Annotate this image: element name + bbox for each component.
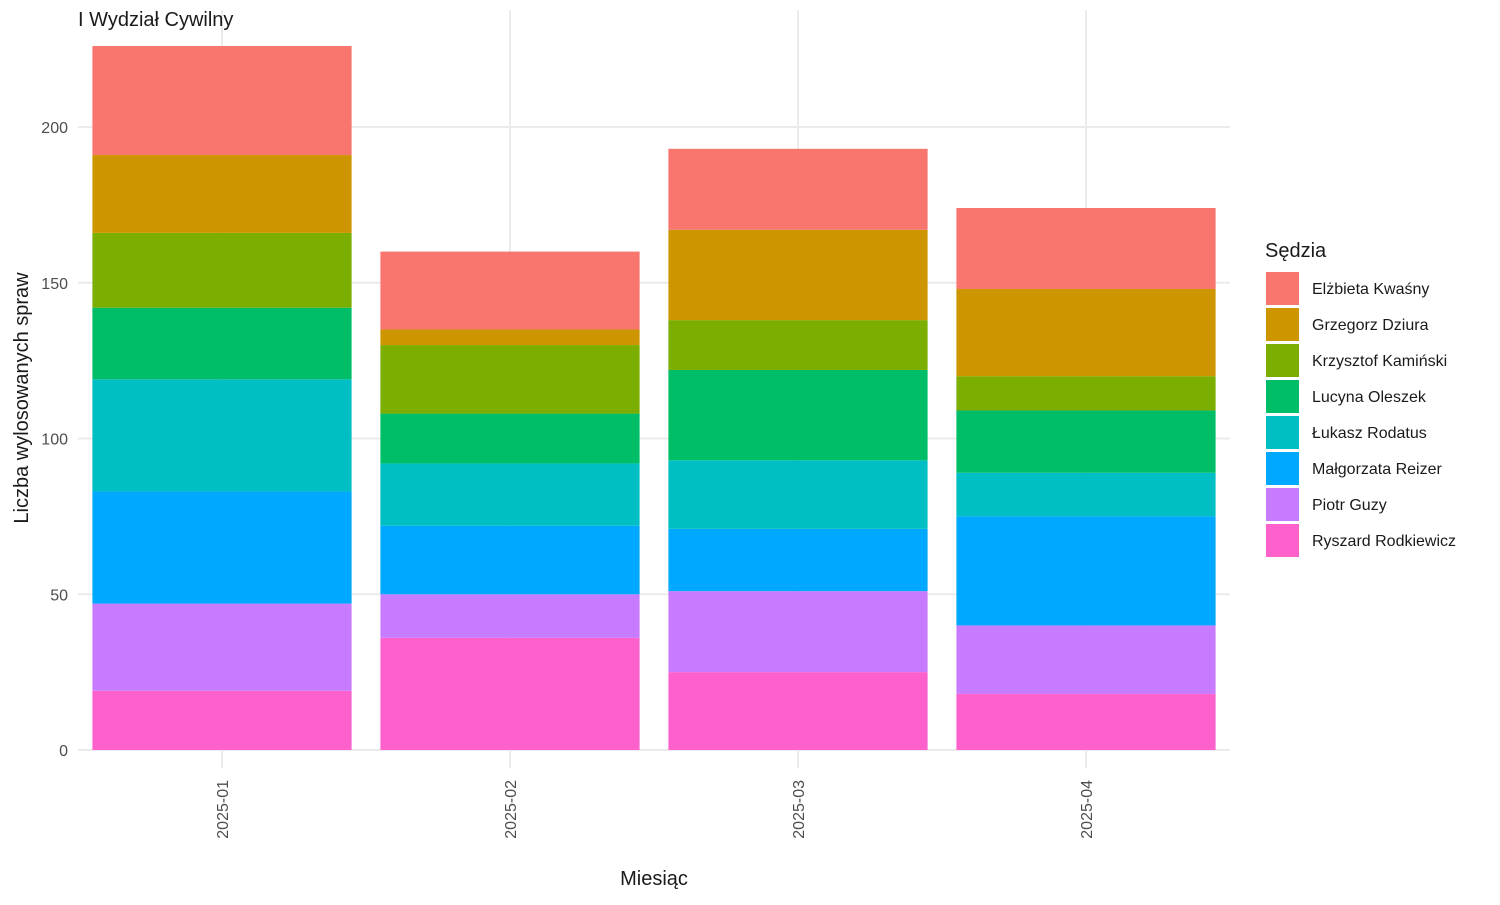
- x-tick-label: 2025-02: [503, 780, 520, 839]
- bar-segment: [380, 329, 640, 346]
- legend-label: Krzysztof Kamiński: [1312, 353, 1447, 370]
- legend-swatch: [1266, 272, 1299, 305]
- x-tick-label: 2025-03: [791, 780, 808, 839]
- legend-label: Piotr Guzy: [1312, 497, 1387, 514]
- bar-segment: [956, 693, 1216, 750]
- bar-segment: [668, 369, 928, 461]
- bar-segment: [668, 460, 928, 529]
- bar-segment: [668, 672, 928, 750]
- legend-label: Łukasz Rodatus: [1312, 425, 1427, 442]
- bar-segment: [668, 528, 928, 592]
- legend-label: Elżbieta Kwaśny: [1312, 281, 1429, 298]
- bar-segment: [380, 413, 640, 464]
- x-axis: 2025-01 2025-02 2025-03 2025-04: [215, 780, 1096, 839]
- legend-swatch: [1266, 308, 1299, 341]
- y-tick-label: 200: [41, 120, 68, 137]
- bar-segment: [956, 516, 1216, 626]
- bar-segment: [956, 625, 1216, 694]
- legend-swatch: [1266, 452, 1299, 485]
- bar-segment: [956, 376, 1216, 411]
- legend-swatch: [1266, 524, 1299, 557]
- x-axis-title: Miesiąc: [620, 868, 688, 890]
- bar-segment: [92, 603, 352, 691]
- bar-segment: [92, 491, 352, 604]
- y-axis-title: Liczba wylosowanych spraw: [11, 272, 33, 524]
- legend-swatch: [1266, 488, 1299, 521]
- legend-label: Grzegorz Dziura: [1312, 317, 1429, 334]
- y-axis: 0 50 100 150 200: [41, 120, 68, 760]
- bar-segment: [380, 637, 640, 750]
- bar-segment: [92, 232, 352, 308]
- y-tick-label: 100: [41, 432, 68, 449]
- legend-swatch: [1266, 380, 1299, 413]
- bar-segment: [380, 525, 640, 595]
- legend-swatch: [1266, 416, 1299, 449]
- legend-swatch: [1266, 344, 1299, 377]
- bar-segment: [92, 307, 352, 380]
- bars: [92, 46, 1216, 750]
- bar-segment: [92, 46, 352, 156]
- y-tick-label: 0: [59, 743, 68, 760]
- legend-label: Ryszard Rodkiewicz: [1312, 533, 1456, 550]
- legend: Sędzia Elżbieta Kwaśny Grzegorz Dziura Krz…: [1265, 240, 1456, 557]
- bar-segment: [668, 320, 928, 370]
- bar-segment: [668, 229, 928, 321]
- bar-segment: [92, 690, 352, 750]
- bar-segment: [956, 207, 1216, 289]
- bar-segment: [668, 591, 928, 673]
- legend-title: Sędzia: [1265, 240, 1327, 262]
- bar-segment: [956, 288, 1216, 377]
- legend-label: Małgorzata Reizer: [1312, 461, 1443, 478]
- legend-label: Lucyna Oleszek: [1312, 389, 1427, 406]
- bar-segment: [380, 251, 640, 330]
- bar-segment: [380, 463, 640, 526]
- x-tick-label: 2025-01: [215, 780, 232, 839]
- bar-segment: [956, 410, 1216, 473]
- bar-segment: [380, 345, 640, 414]
- bar-segment: [380, 594, 640, 638]
- y-tick-label: 50: [50, 587, 68, 604]
- y-tick-label: 150: [41, 276, 68, 293]
- chart-title: I Wydział Cywilny: [78, 9, 233, 31]
- x-tick-label: 2025-04: [1079, 780, 1096, 839]
- bar-segment: [668, 148, 928, 230]
- bar-segment: [92, 379, 352, 492]
- bar-segment: [92, 155, 352, 233]
- bar-segment: [956, 472, 1216, 517]
